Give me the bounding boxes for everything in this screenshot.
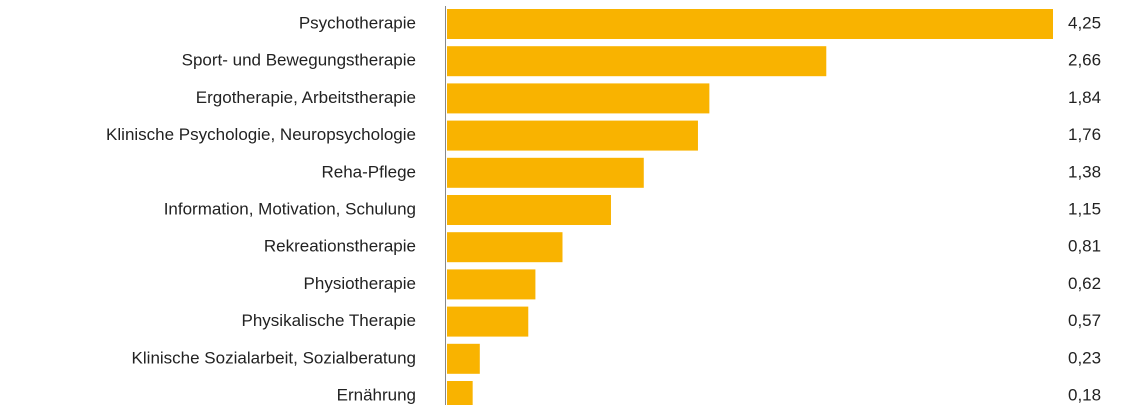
- category-label: Rekreationstherapie: [264, 237, 416, 256]
- value-label: 0,23: [1068, 348, 1101, 367]
- category-label: Information, Motivation, Schulung: [164, 199, 416, 218]
- category-label: Reha-Pflege: [321, 162, 416, 181]
- bar: [447, 83, 710, 114]
- value-label: 1,15: [1068, 199, 1101, 218]
- category-label: Ergotherapie, Arbeitstherapie: [196, 88, 416, 107]
- bar: [447, 232, 563, 263]
- bar: [447, 195, 611, 225]
- bar: [447, 120, 698, 151]
- bar: [447, 46, 827, 77]
- category-label: Sport- und Bewegungstherapie: [182, 51, 416, 70]
- value-label: 0,62: [1068, 274, 1101, 293]
- bar: [447, 306, 529, 337]
- value-label: 0,18: [1068, 385, 1101, 404]
- bar: [447, 157, 644, 188]
- bar: [447, 269, 536, 300]
- value-label: 4,25: [1068, 13, 1101, 32]
- bar: [447, 9, 1053, 39]
- value-label: 1,84: [1068, 88, 1101, 107]
- category-label: Klinische Psychologie, Neuropsychologie: [106, 125, 416, 144]
- value-label: 0,81: [1068, 237, 1101, 256]
- value-label: 1,76: [1068, 125, 1101, 144]
- category-label: Physikalische Therapie: [242, 311, 417, 330]
- bar: [447, 381, 473, 410]
- bar: [447, 343, 480, 374]
- value-label: 1,38: [1068, 162, 1101, 181]
- value-label: 0,57: [1068, 311, 1101, 330]
- category-label: Physiotherapie: [304, 274, 416, 293]
- value-label: 2,66: [1068, 51, 1101, 70]
- category-label: Klinische Sozialarbeit, Sozialberatung: [132, 348, 416, 367]
- category-label: Ernährung: [337, 385, 416, 404]
- category-label: Psychotherapie: [299, 13, 416, 32]
